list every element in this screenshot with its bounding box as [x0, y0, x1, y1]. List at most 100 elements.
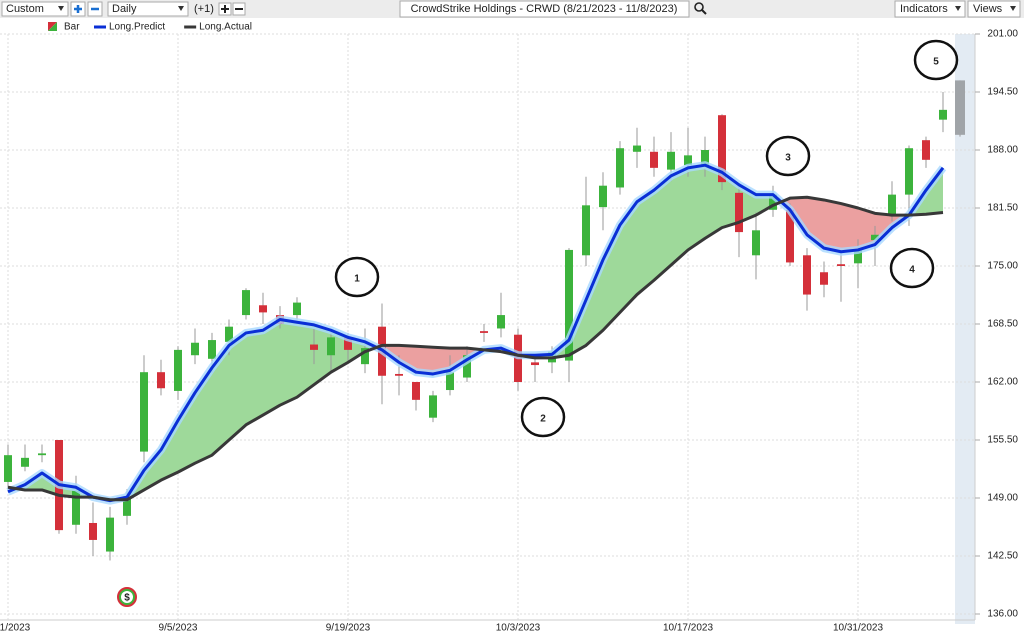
band-fill — [841, 203, 858, 252]
band-fill — [246, 330, 263, 425]
candle-body — [446, 372, 454, 391]
x-tick-label: 10/31/2023 — [833, 623, 883, 634]
band-fill — [688, 165, 705, 250]
band-fill — [637, 190, 654, 295]
candle-body — [701, 150, 709, 166]
candle-body — [21, 457, 29, 467]
candle-body — [310, 344, 318, 350]
annotation-circle — [913, 39, 959, 81]
range-label: Custom — [6, 3, 44, 15]
annotation-label: 4 — [909, 265, 915, 276]
candle-body — [4, 455, 12, 482]
y-tick-label: 181.50 — [987, 203, 1018, 214]
candle-body — [582, 205, 590, 256]
candle-body — [955, 80, 965, 135]
y-tick-label: 155.50 — [987, 435, 1018, 446]
y-tick-label: 194.50 — [987, 87, 1018, 98]
band-fill — [280, 319, 297, 406]
annotation-circle — [520, 396, 566, 438]
band-fill — [229, 332, 246, 440]
candle-body — [293, 302, 301, 316]
annotation-circle — [334, 256, 380, 298]
candle-body — [123, 496, 131, 516]
candle-body — [412, 382, 420, 400]
x-tick-label: 10/3/2023 — [496, 623, 541, 634]
y-tick-label: 149.00 — [987, 493, 1018, 504]
search-icon[interactable] — [694, 2, 707, 15]
x-tick-label: 9/19/2023 — [326, 623, 371, 634]
band-fill — [654, 175, 671, 281]
y-tick-label: 162.00 — [987, 377, 1018, 388]
candle-body — [599, 185, 607, 208]
candle-body — [905, 148, 913, 195]
band-fill — [620, 201, 637, 313]
plus-icon — [74, 5, 82, 13]
band-fill — [297, 322, 314, 398]
x-tick-label: 9/5/2023 — [159, 623, 198, 634]
candle-body — [480, 331, 488, 333]
candle-body — [140, 372, 148, 452]
band-fill — [705, 165, 722, 239]
band-fill — [178, 392, 195, 473]
candle-body — [803, 255, 811, 295]
event-marker-label: $ — [124, 593, 130, 604]
band-fill — [858, 208, 875, 250]
chart-title: CrowdStrike Holdings - CRWD (8/21/2023 -… — [411, 3, 678, 15]
candle-body — [752, 230, 760, 256]
band-fill — [212, 345, 229, 456]
candle-body — [667, 151, 675, 170]
candle-body — [854, 249, 862, 264]
annotation-label: 1 — [354, 274, 360, 285]
candle-body — [72, 490, 80, 525]
range-select[interactable] — [1, 1, 69, 17]
candle-body — [327, 337, 335, 356]
views-select[interactable] — [967, 0, 1021, 18]
legend-swatch — [48, 22, 57, 31]
candle-body — [89, 522, 97, 540]
candle-body — [939, 109, 947, 120]
candle-body — [735, 192, 743, 233]
offset-label: (+1) — [194, 3, 214, 15]
annotation-circle — [765, 135, 811, 177]
y-tick-label: 188.00 — [987, 145, 1018, 156]
candle-body — [922, 140, 930, 160]
candle-body — [429, 395, 437, 418]
x-tick-label: 10/17/2023 — [663, 623, 713, 634]
candle-body — [174, 349, 182, 391]
candle-body — [157, 372, 165, 389]
dropdown-arrow — [1010, 6, 1016, 11]
indicators-select[interactable] — [894, 0, 966, 18]
candle-body — [497, 315, 505, 329]
candle-body — [259, 305, 267, 313]
candle-body — [208, 340, 216, 359]
dropdown-arrow — [178, 6, 184, 11]
candle-body — [820, 272, 828, 285]
band-fill — [671, 167, 688, 266]
symbol-box[interactable] — [399, 0, 690, 18]
legend-label: Bar — [64, 22, 80, 33]
interval-select[interactable] — [107, 1, 189, 17]
band-fill — [586, 259, 603, 346]
legend-bg — [40, 20, 240, 33]
candle-body — [616, 148, 624, 188]
candle-body — [786, 209, 794, 263]
y-tick-label: 168.50 — [987, 319, 1018, 330]
band-fill — [331, 330, 348, 373]
dropdown-arrow — [955, 6, 961, 11]
annotation-label: 3 — [785, 153, 791, 164]
candle-body — [565, 249, 573, 361]
annotation-circle — [889, 247, 935, 289]
band-fill — [314, 324, 331, 385]
legend-label: Long.Predict — [109, 22, 165, 33]
band-fill — [756, 194, 773, 216]
event-marker-inner — [121, 591, 133, 603]
grid — [0, 33, 975, 620]
annotation-label: 5 — [933, 57, 939, 68]
candle-body — [242, 290, 250, 316]
future-zone — [955, 34, 975, 624]
candle-body — [633, 145, 641, 152]
plus-icon — [221, 5, 229, 13]
legend-label: Long.Actual — [199, 22, 252, 33]
candle-body — [225, 326, 233, 342]
